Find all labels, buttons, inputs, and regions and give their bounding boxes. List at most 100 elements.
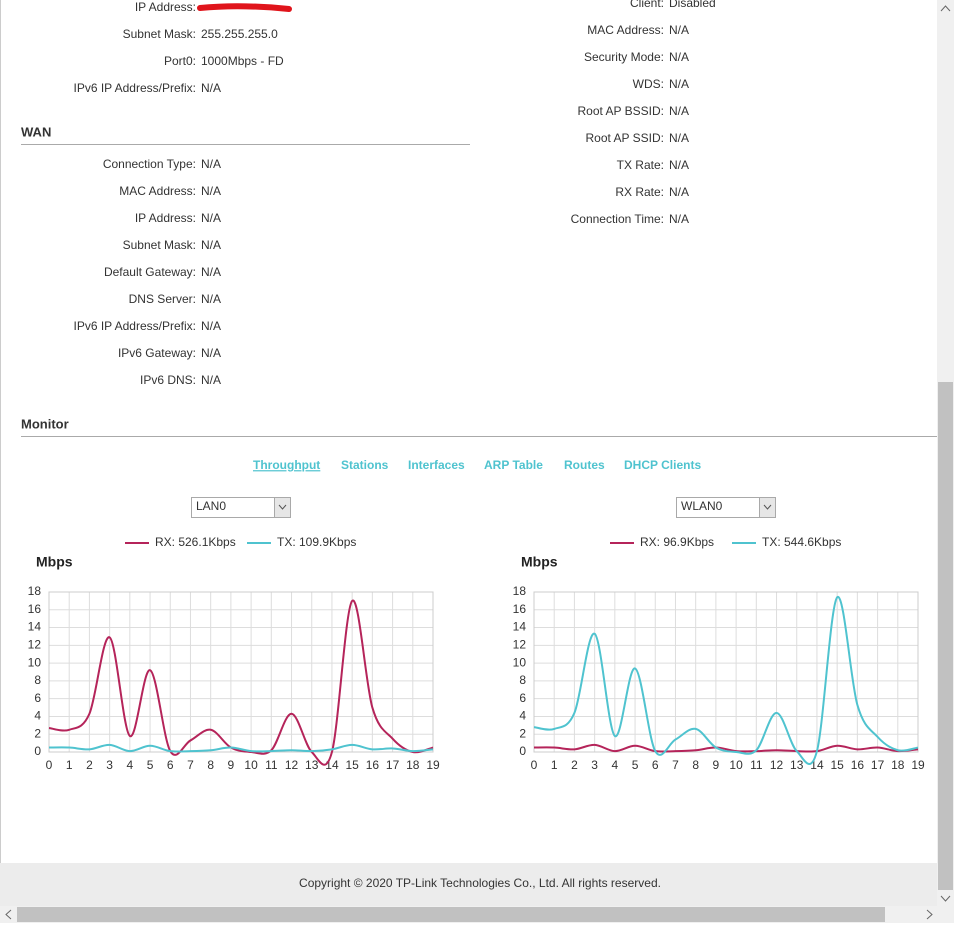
field-value: N/A [201,238,221,252]
dropdown-button[interactable] [759,497,776,518]
legend-label: TX: 109.9Kbps [277,535,356,549]
field-label: IP Address: [135,211,196,225]
field-label: IPv6 Gateway: [118,346,196,360]
scroll-up[interactable] [940,5,951,12]
section-title: Monitor [21,416,69,431]
section-title: WAN [21,124,51,139]
x-tick-label: 12 [770,758,784,772]
x-tick-label: 8 [692,758,699,772]
field-value: N/A [201,157,221,171]
x-tick-label: 16 [851,758,865,772]
tab[interactable]: Stations [341,458,389,472]
scroll-down[interactable] [940,895,951,902]
field-label: DNS Server: [129,292,196,306]
tab[interactable]: Interfaces [408,458,465,472]
y-tick-label: 16 [513,602,527,616]
field-value: N/A [669,50,689,64]
x-tick-label: 7 [187,758,194,772]
field-label: Client: [630,0,664,10]
dropdown-value[interactable]: WLAN0 [681,499,723,513]
x-tick-label: 16 [366,758,380,772]
field-value: N/A [201,319,221,333]
series-line [48,599,434,766]
plot-border [533,591,919,753]
y-tick-label: 2 [519,726,526,740]
y-tick-label: 0 [34,744,41,758]
field-label: MAC Address: [587,23,664,37]
tab[interactable]: Throughput [253,458,320,472]
y-tick-label: 12 [513,638,527,652]
y-tick-label: 16 [28,602,42,616]
footer-bar [0,863,937,906]
h-scroll-thumb[interactable] [17,907,885,922]
x-tick-label: 9 [228,758,235,772]
y-tick-label: 4 [519,709,526,723]
dropdown-button[interactable] [274,497,291,518]
x-tick-label: 10 [729,758,743,772]
y-tick-label: 2 [34,726,41,740]
tab[interactable]: Routes [564,458,605,472]
field-label: RX Rate: [615,185,664,199]
y-tick-label: 10 [513,655,527,669]
x-tick-label: 11 [265,758,278,772]
y-tick-label: 8 [34,673,41,687]
y-tick-label: 0 [519,744,526,758]
content [0,0,937,906]
axis-title: Mbps [521,554,558,570]
x-tick-label: 3 [591,758,598,772]
x-tick-label: 5 [632,758,639,772]
field-value: N/A [669,131,689,145]
x-tick-label: 19 [426,758,440,772]
scroll-left[interactable] [5,909,12,920]
x-tick-label: 0 [531,758,538,772]
dropdown-arrow [278,504,287,510]
field-label: MAC Address: [119,184,196,198]
field-label: Port0: [164,54,196,68]
y-tick-label: 12 [28,638,42,652]
field-value: N/A [669,104,689,118]
x-tick-label: 6 [652,758,659,772]
field-label: IPv6 IP Address/Prefix: [73,319,196,333]
field-value: N/A [201,81,221,95]
x-tick-label: 17 [386,758,400,772]
x-tick-label: 2 [571,758,578,772]
x-tick-label: 9 [713,758,720,772]
x-tick-label: 10 [244,758,258,772]
field-value: 1000Mbps - FD [201,54,284,68]
field-value: 255.255.255.0 [201,27,278,41]
field-label: Default Gateway: [104,265,196,279]
v-scroll-thumb[interactable] [938,382,953,890]
field-value: N/A [669,185,689,199]
plot-border [48,591,434,753]
series-line [48,743,434,753]
field-value: N/A [201,211,221,225]
field-value: N/A [201,265,221,279]
legend-label: RX: 96.9Kbps [640,535,714,549]
y-tick-label: 10 [28,655,42,669]
series-line [533,743,919,753]
x-tick-label: 14 [810,758,824,772]
field-value: N/A [201,184,221,198]
field-label: TX Rate: [617,158,664,172]
y-tick-label: 18 [28,584,42,598]
legend-label: TX: 544.6Kbps [762,535,841,549]
tab[interactable]: DHCP Clients [624,458,701,472]
x-tick-label: 17 [871,758,885,772]
x-tick-label: 6 [167,758,174,772]
field-value: N/A [201,346,221,360]
x-tick-label: 14 [325,758,339,772]
x-tick-label: 5 [147,758,154,772]
tab[interactable]: ARP Table [484,458,543,472]
y-tick-label: 8 [519,673,526,687]
x-tick-label: 18 [891,758,905,772]
dropdown-value[interactable]: LAN0 [196,499,226,513]
field-label: IPv6 IP Address/Prefix: [73,81,196,95]
field-value: N/A [669,212,689,226]
scroll-right[interactable] [926,909,933,920]
y-tick-label: 6 [519,691,526,705]
x-tick-label: 4 [126,758,133,772]
x-tick-label: 18 [406,758,420,772]
x-tick-label: 7 [672,758,679,772]
